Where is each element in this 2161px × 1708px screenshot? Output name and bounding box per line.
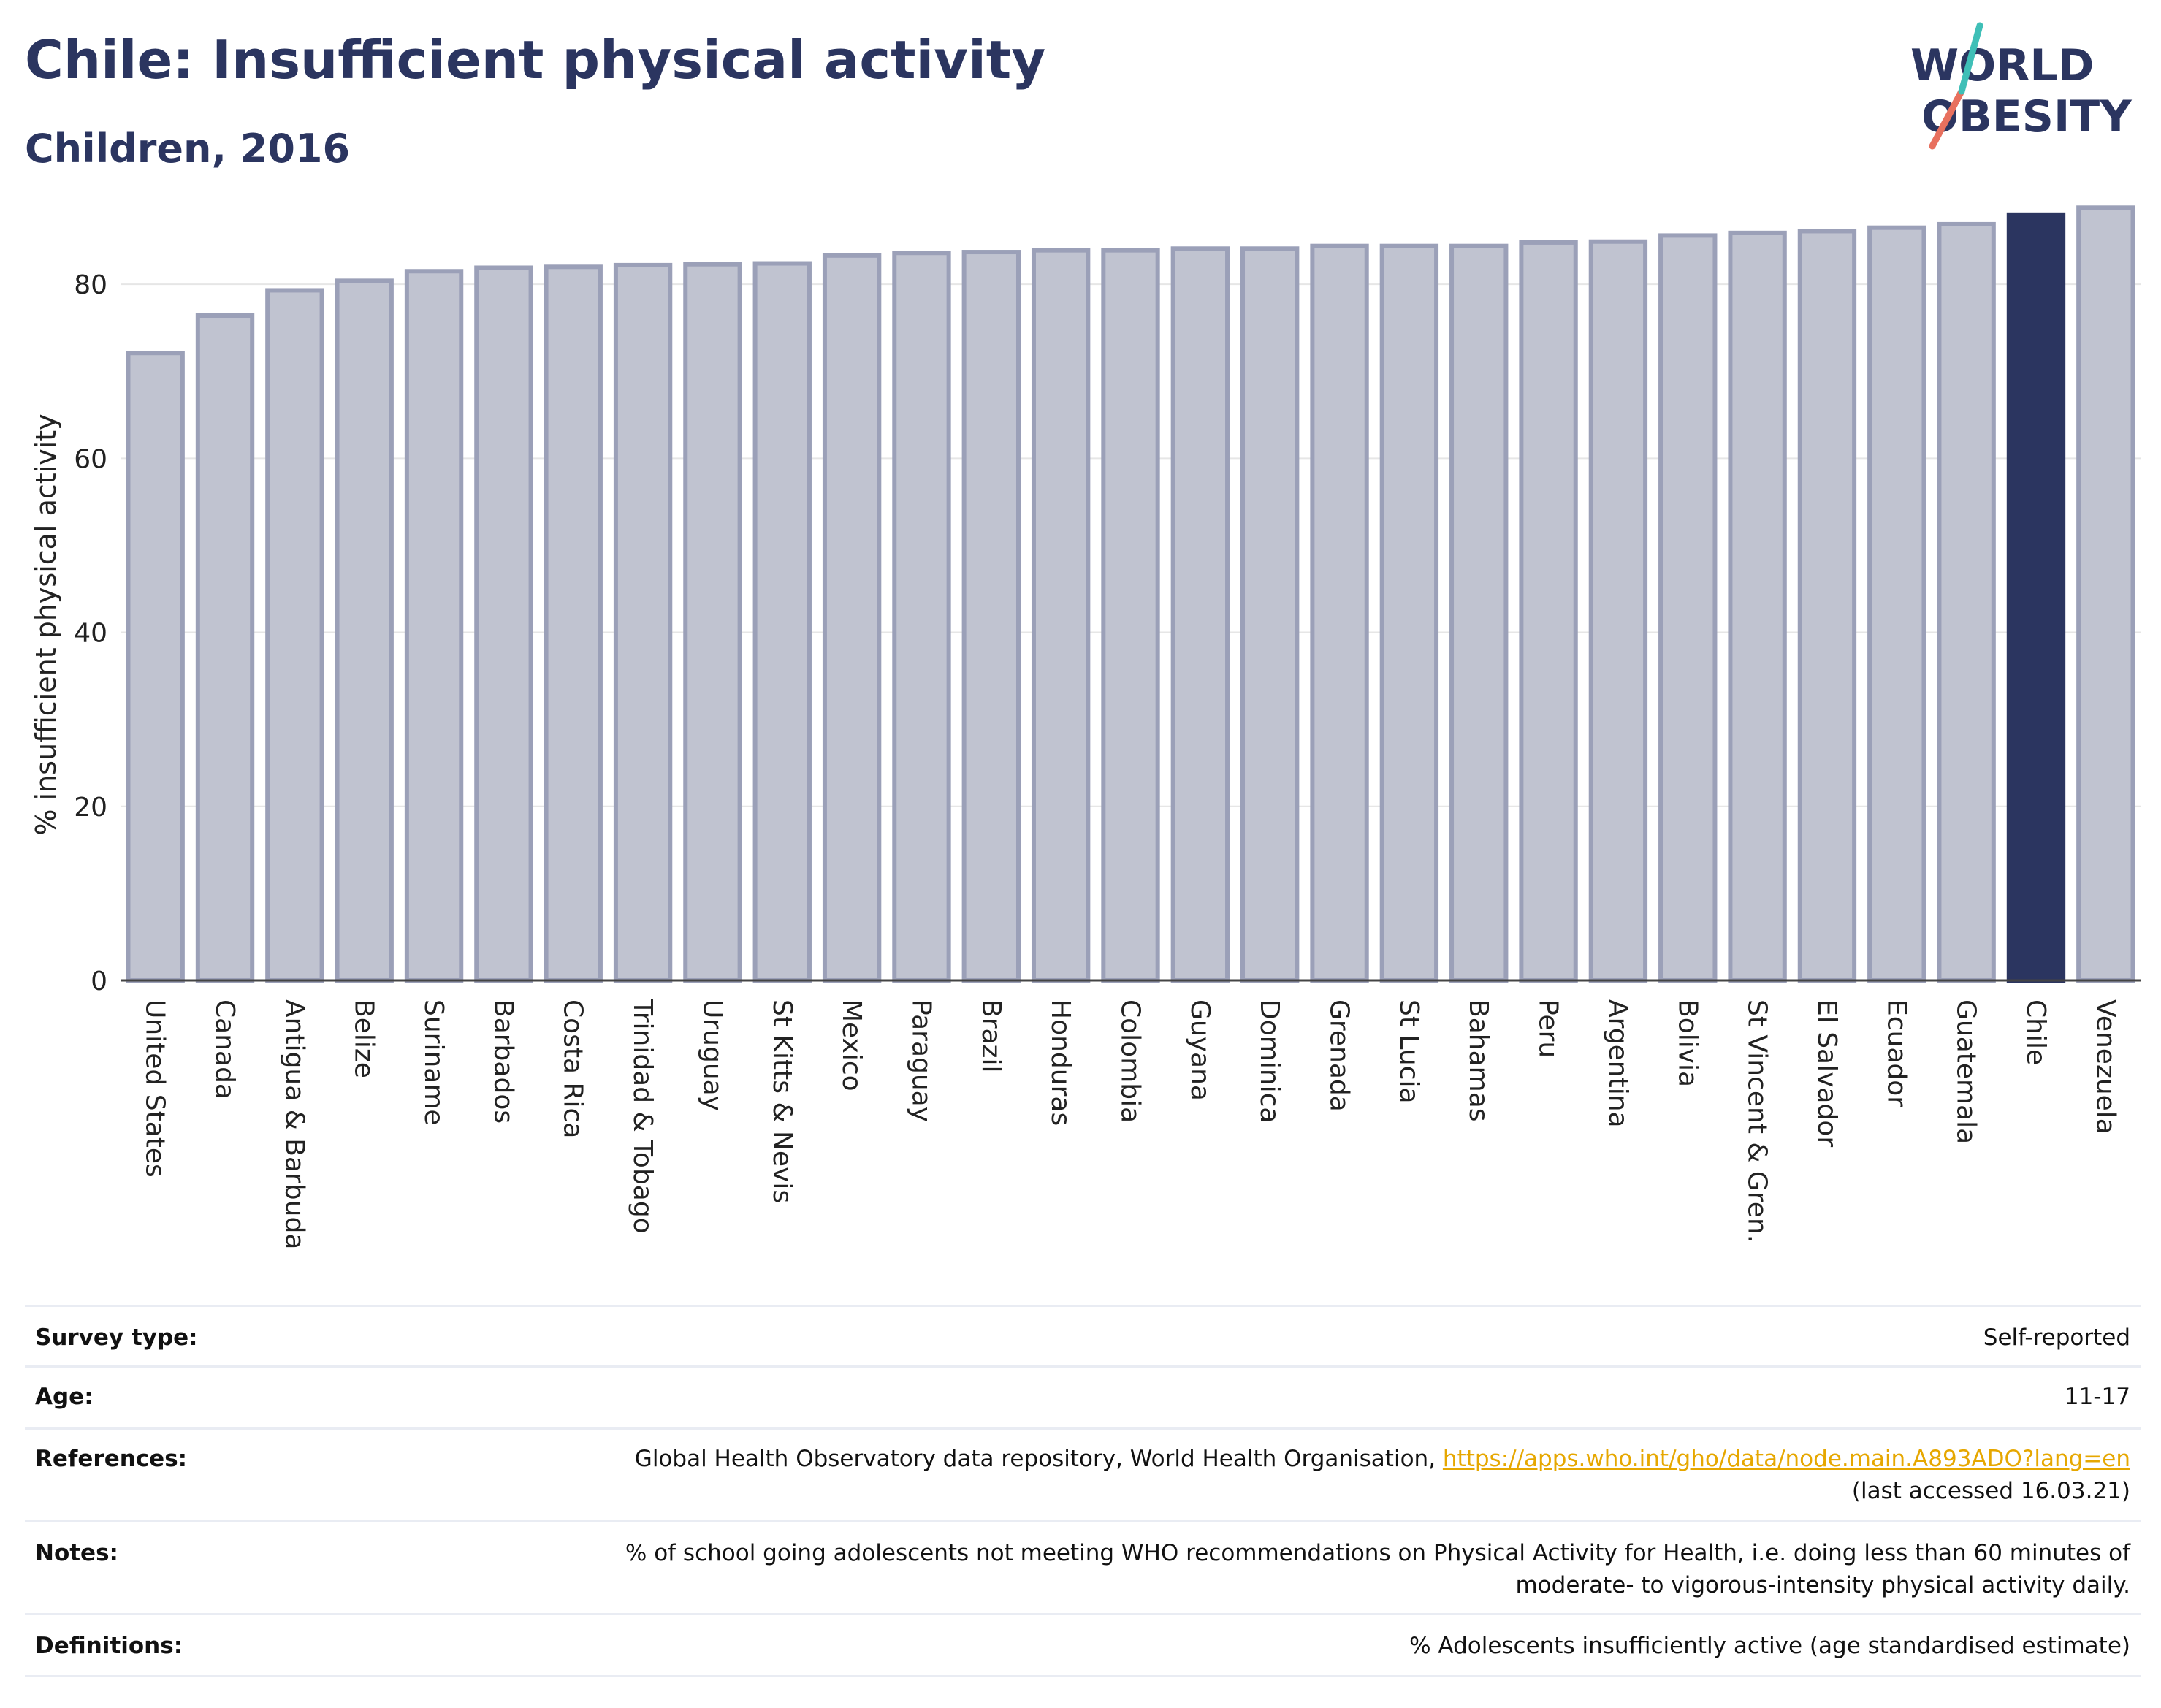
axes: 0 20 40 60 80 United States Canada Antigua & Ba… <box>74 270 2141 1249</box>
x-tick-label: United States <box>140 999 170 1178</box>
bar-belize <box>335 278 394 983</box>
bar-grenada <box>1310 243 1369 983</box>
x-tick-label: Peru <box>1533 999 1563 1058</box>
bar-guatemala <box>1937 221 1996 983</box>
bar-costa-rica <box>544 264 603 983</box>
bar-st-kitts-nevis <box>752 261 812 983</box>
bar-brazil <box>961 250 1021 983</box>
info-row-survey-type: Survey type: Self-reported <box>25 1305 2141 1365</box>
x-tick-label: Argentina <box>1603 999 1633 1128</box>
bar-barbados <box>474 265 533 983</box>
bar-chile <box>2006 212 2066 983</box>
page-title: Chile: Insufficient physical activity <box>25 29 1046 91</box>
definitions-value: % Adolescents insufficiently active (age… <box>1409 1633 2130 1659</box>
info-row-references: References: Global Health Observatory da… <box>25 1427 2141 1520</box>
notes-line-1: % of school going adolescents not meetin… <box>625 1540 2130 1566</box>
info-row-notes: Notes: % of school going adolescents not… <box>25 1520 2141 1613</box>
x-tick-label: Brazil <box>976 999 1006 1072</box>
x-tick-label: Colombia <box>1116 999 1146 1123</box>
bar-antigua-barbuda <box>265 288 324 983</box>
x-tick-label: Ecuador <box>1881 999 1911 1107</box>
bar-argentina <box>1588 239 1648 983</box>
info-row-definitions: Definitions: % Adolescents insufficientl… <box>25 1613 2141 1677</box>
bar-venezuela <box>2076 205 2135 983</box>
world-obesity-logo: WORLD OBESITY <box>1910 22 2133 150</box>
x-tick-label: El Salvador <box>1812 999 1842 1147</box>
bar-paraguay <box>892 251 951 983</box>
bar-bolivia <box>1658 233 1718 983</box>
bar-bahamas <box>1449 243 1509 983</box>
survey-type-label: Survey type: <box>35 1324 198 1351</box>
definitions-label: Definitions: <box>35 1633 183 1659</box>
bar-uruguay <box>683 262 742 983</box>
page-subtitle: Children, 2016 <box>25 126 351 172</box>
bar-guyana <box>1170 246 1230 983</box>
x-tick-label: Antigua & Barbuda <box>279 999 309 1249</box>
y-tick-label: 60 <box>74 444 107 474</box>
x-tick-label: Guyana <box>1185 999 1215 1101</box>
bar-ecuador <box>1867 225 1926 983</box>
references-label: References: <box>35 1446 188 1472</box>
x-tick-label: Uruguay <box>697 999 727 1111</box>
bar-canada <box>195 313 255 983</box>
x-tick-label: Bolivia <box>1672 999 1702 1087</box>
bar-dominica <box>1240 246 1300 983</box>
bar-st-vincent-gren- <box>1728 230 1787 983</box>
y-tick-label: 0 <box>91 967 107 996</box>
bar-mexico <box>822 253 882 983</box>
bar-trinidad-tobago <box>613 262 673 983</box>
x-tick-label: Belize <box>349 999 379 1078</box>
x-tick-label: St Kitts & Nevis <box>767 999 797 1203</box>
references-text: Global Health Observatory data repositor… <box>634 1446 1443 1472</box>
bar-chart: 0 20 40 60 80 United States Canada Antigua & Ba… <box>30 205 2141 1249</box>
x-tick-label: Canada <box>210 999 240 1099</box>
x-tick-label: Bahamas <box>1463 999 1493 1122</box>
bar-peru <box>1519 240 1578 983</box>
bar-el-salvador <box>1797 229 1857 983</box>
info-table: Survey type: Self-reported Age: 11-17 Re… <box>25 1305 2141 1677</box>
references-accessed: (last accessed 16.03.21) <box>1851 1478 2130 1504</box>
y-tick-label: 40 <box>74 619 107 649</box>
bar-honduras <box>1031 248 1091 983</box>
y-tick-label: 20 <box>74 793 107 823</box>
x-tick-label: Suriname <box>419 999 449 1126</box>
references-link[interactable]: https://apps.who.int/gho/data/node.main.… <box>1442 1446 2130 1472</box>
x-tick-label: Chile <box>2021 999 2051 1065</box>
survey-type-value: Self-reported <box>1983 1324 2130 1351</box>
age-label: Age: <box>35 1384 94 1410</box>
bar-colombia <box>1101 248 1160 983</box>
x-tick-label: Trinidad & Tobago <box>628 999 658 1234</box>
x-tick-label: St Vincent & Gren. <box>1742 999 1772 1243</box>
x-tick-label: Honduras <box>1045 999 1075 1126</box>
bar-st-lucia <box>1379 243 1439 983</box>
x-tick-label: Mexico <box>836 999 866 1091</box>
x-tick-label: Paraguay <box>906 999 936 1122</box>
x-tick-label: St Lucia <box>1394 999 1424 1104</box>
y-axis-label: % insufficient physical activity <box>30 413 62 835</box>
x-tick-label: Dominica <box>1254 999 1284 1124</box>
x-tick-label: Venezuela <box>2090 999 2120 1135</box>
x-tick-label: Grenada <box>1325 999 1354 1112</box>
bars <box>126 205 2135 983</box>
bar-suriname <box>404 269 464 983</box>
info-row-age: Age: 11-17 <box>25 1365 2141 1427</box>
y-tick-label: 80 <box>74 270 107 300</box>
bar-united-states <box>126 351 185 983</box>
logo-text-world: WORLD <box>1910 40 2094 91</box>
age-value: 11-17 <box>2064 1384 2130 1410</box>
references-value: Global Health Observatory data repositor… <box>635 1443 2130 1507</box>
notes-value: % of school going adolescents not meetin… <box>625 1537 2130 1601</box>
notes-label: Notes: <box>35 1540 118 1566</box>
x-tick-label: Guatemala <box>1951 999 1981 1144</box>
x-tick-label: Costa Rica <box>558 999 588 1138</box>
x-tick-label: Barbados <box>488 999 518 1124</box>
notes-line-2: moderate- to vigorous-intensity physical… <box>1515 1572 2130 1598</box>
